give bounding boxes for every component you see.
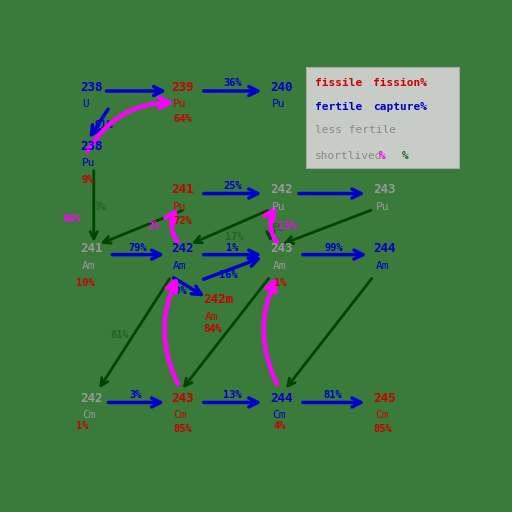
Text: EC: EC	[271, 223, 284, 233]
Text: Am: Am	[375, 261, 389, 271]
Text: Cm: Cm	[375, 411, 389, 420]
Text: 1%: 1%	[226, 243, 239, 252]
Text: 241: 241	[171, 183, 194, 196]
Text: Pu: Pu	[173, 202, 186, 211]
Text: Am: Am	[82, 261, 95, 271]
Text: Am: Am	[173, 261, 186, 271]
Text: 238: 238	[80, 80, 102, 94]
FancyBboxPatch shape	[306, 68, 459, 168]
Text: 36%: 36%	[223, 78, 242, 88]
Text: 16%: 16%	[219, 270, 238, 280]
Text: 17%: 17%	[225, 232, 244, 242]
Text: fission%: fission%	[373, 78, 426, 88]
Text: 13%: 13%	[223, 390, 242, 400]
Text: Pu: Pu	[375, 202, 389, 211]
Text: fissile: fissile	[315, 78, 362, 88]
Text: 1%: 1%	[274, 278, 287, 288]
Text: shortlived: shortlived	[315, 151, 382, 161]
Text: 244: 244	[270, 392, 293, 405]
Text: Am: Am	[205, 312, 218, 322]
Text: 2%: 2%	[147, 221, 160, 231]
Text: 84%: 84%	[203, 324, 222, 334]
Text: Pu: Pu	[272, 202, 286, 211]
Text: less fertile: less fertile	[315, 125, 396, 135]
Text: 242: 242	[171, 242, 194, 255]
Text: 81%: 81%	[323, 390, 342, 400]
Text: 3%: 3%	[94, 202, 106, 212]
Text: %: %	[379, 151, 386, 161]
Text: 4%: 4%	[273, 421, 286, 431]
Text: fertile: fertile	[315, 101, 362, 112]
Text: 3%: 3%	[129, 390, 142, 400]
Text: 238: 238	[80, 140, 102, 153]
Text: Cm: Cm	[272, 411, 286, 420]
Text: 25%: 25%	[223, 181, 242, 190]
Text: 243: 243	[171, 392, 194, 405]
Text: 242: 242	[80, 392, 102, 405]
Text: 9%: 9%	[81, 175, 94, 185]
Text: 244: 244	[374, 242, 396, 255]
Text: 242m: 242m	[203, 293, 233, 307]
Text: 72%: 72%	[173, 216, 192, 226]
Text: 91%: 91%	[94, 119, 113, 130]
Text: 243: 243	[374, 183, 396, 196]
Text: 15%: 15%	[278, 221, 297, 231]
Text: 245: 245	[374, 392, 396, 405]
Text: %: %	[402, 151, 409, 161]
Text: Cm: Cm	[82, 411, 95, 420]
Text: 79%: 79%	[128, 243, 147, 252]
Text: 10%: 10%	[168, 286, 186, 296]
Text: 1%: 1%	[76, 421, 89, 431]
Text: 240: 240	[270, 80, 293, 94]
Text: 241: 241	[80, 242, 102, 255]
Text: U: U	[82, 99, 89, 109]
Text: 85%: 85%	[374, 424, 392, 434]
Text: Am: Am	[272, 261, 286, 271]
Text: Pu: Pu	[272, 99, 286, 109]
Text: 243: 243	[270, 242, 293, 255]
Text: 99%: 99%	[325, 243, 343, 252]
Text: 64%: 64%	[173, 114, 192, 123]
Text: 239: 239	[171, 80, 194, 94]
Text: capture%: capture%	[373, 101, 426, 112]
Text: 242: 242	[270, 183, 293, 196]
Text: Pu: Pu	[82, 158, 95, 168]
Text: 85%: 85%	[173, 424, 192, 434]
Text: Pu: Pu	[173, 99, 186, 109]
Text: 96%: 96%	[62, 214, 81, 224]
Text: 10%: 10%	[76, 278, 95, 288]
Text: Cm: Cm	[173, 411, 186, 420]
Text: 81%: 81%	[110, 330, 129, 340]
